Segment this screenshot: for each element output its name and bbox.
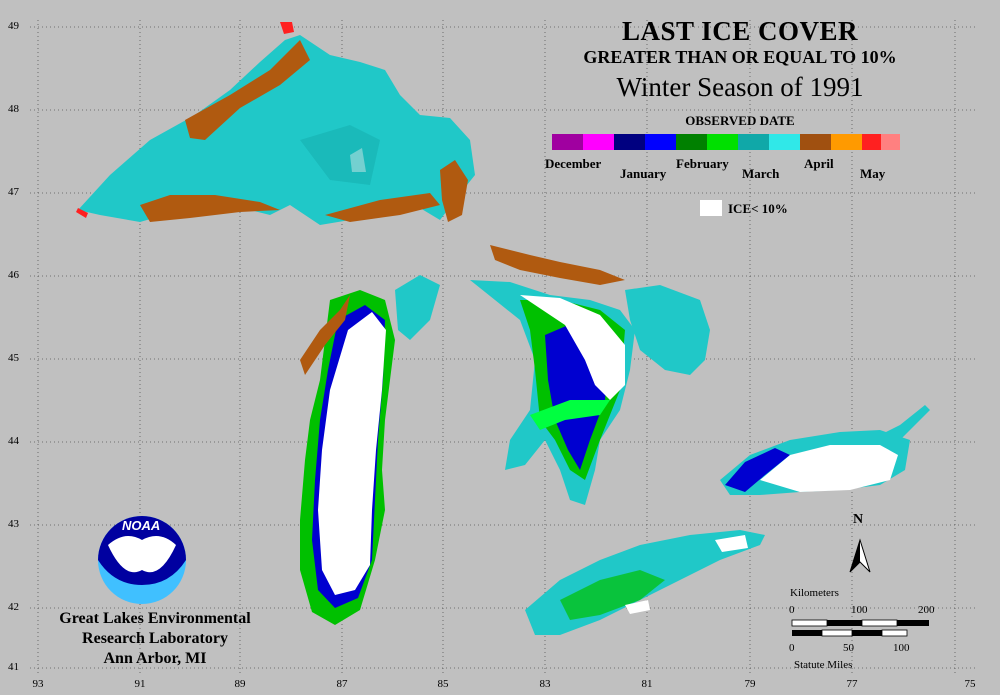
scale-bar xyxy=(791,619,929,637)
legend-swatch-april xyxy=(800,134,831,150)
legend-swatch-may-2 xyxy=(881,134,900,150)
legend-label-march: March xyxy=(742,166,780,181)
lon-label-91: 91 xyxy=(134,678,146,690)
km-tick-200: 200 xyxy=(918,604,935,616)
mi-tick-0: 0 xyxy=(789,642,795,654)
km-title: Kilometers xyxy=(790,587,839,599)
legend-label-february: February xyxy=(676,156,729,171)
lake-erie xyxy=(525,530,765,635)
km-tick-100: 100 xyxy=(851,604,868,616)
north-arrow-icon xyxy=(849,538,871,573)
lat-label-41: 41 xyxy=(8,661,19,673)
legend-color-bar xyxy=(552,134,900,150)
lat-label-43: 43 xyxy=(8,518,19,530)
legend-swatch-december xyxy=(552,134,583,150)
mi-title: Statute Miles xyxy=(794,659,853,671)
north-label: N xyxy=(853,512,864,527)
lake-superior xyxy=(76,22,475,225)
graticule xyxy=(30,20,975,675)
lon-label-81: 81 xyxy=(641,678,653,690)
legend-swatch-january-2 xyxy=(645,134,676,150)
map-subtitle: GREATER THAN OR EQUAL TO 10% xyxy=(583,47,897,67)
lat-label-45: 45 xyxy=(8,352,19,364)
lat-label-42: 42 xyxy=(8,601,19,613)
legend-swatch-april-2 xyxy=(831,134,862,150)
season-label: Winter Season of 1991 xyxy=(616,72,864,102)
km-tick-0: 0 xyxy=(789,604,795,616)
lon-label-75: 75 xyxy=(964,678,976,690)
lon-label-83: 83 xyxy=(539,678,551,690)
legend-swatch-february-2 xyxy=(707,134,738,150)
noaa-logo-icon xyxy=(98,516,186,604)
legend-swatch-march-2 xyxy=(769,134,800,150)
lat-label-47: 47 xyxy=(8,186,19,198)
legend-label-may: May xyxy=(860,166,886,181)
legend-label-december: December xyxy=(545,156,602,171)
noaa-logo-text: NOAA xyxy=(122,518,161,533)
org-line-1: Great Lakes Environmental xyxy=(59,610,251,627)
org-line-2: Research Laboratory xyxy=(82,630,228,647)
lake-michigan xyxy=(300,275,440,625)
org-line-3: Ann Arbor, MI xyxy=(103,650,207,667)
legend-swatch-december-2 xyxy=(583,134,614,150)
lat-label-46: 46 xyxy=(8,269,19,281)
lat-label-44: 44 xyxy=(8,435,19,447)
legend-swatch-march xyxy=(738,134,769,150)
lon-label-87: 87 xyxy=(336,678,348,690)
legend-label-january: January xyxy=(620,166,667,181)
ice-under-10-swatch xyxy=(700,200,722,216)
lon-label-85: 85 xyxy=(437,678,449,690)
lake-ontario xyxy=(720,405,930,495)
legend-heading: OBSERVED DATE xyxy=(685,113,795,128)
legend-swatch-january xyxy=(614,134,645,150)
lat-label-48: 48 xyxy=(8,103,19,115)
legend-label-april: April xyxy=(804,156,834,171)
mi-tick-100: 100 xyxy=(893,642,910,654)
lon-label-89: 89 xyxy=(234,678,246,690)
map-title: LAST ICE COVER xyxy=(621,16,859,46)
legend-swatch-february xyxy=(676,134,707,150)
mi-tick-50: 50 xyxy=(843,642,854,654)
lake-huron xyxy=(470,245,710,505)
ice-under-10-label: ICE< 10% xyxy=(728,201,788,216)
legend-swatch-may xyxy=(862,134,881,150)
lon-label-93: 93 xyxy=(32,678,44,690)
lat-label-49: 49 xyxy=(8,20,19,32)
lon-label-79: 79 xyxy=(744,678,756,690)
lon-label-77: 77 xyxy=(846,678,858,690)
